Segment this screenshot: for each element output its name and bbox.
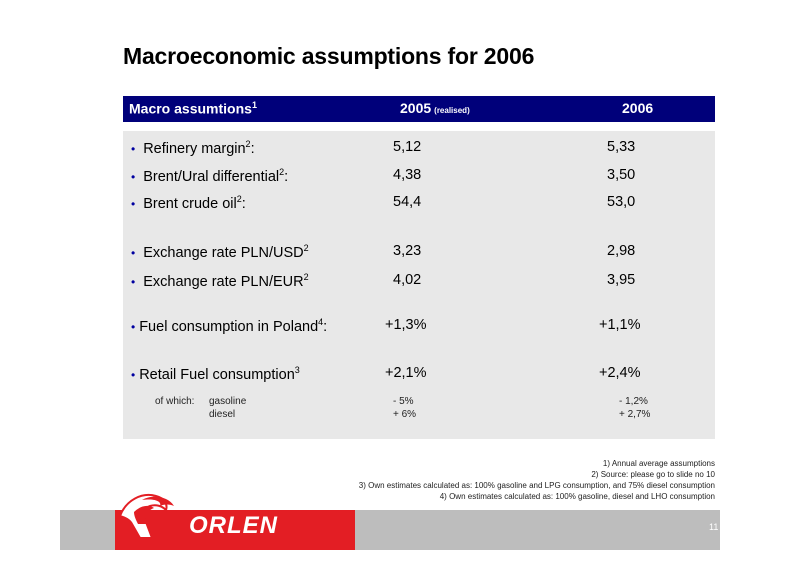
row-label-text: Brent crude oil <box>143 195 237 212</box>
row-label-suffix: : <box>250 140 255 157</box>
bullet-icon: • <box>131 367 136 382</box>
header-label-text: Macro assumtions <box>129 100 252 117</box>
row-label: • Brent/Ural differential2: <box>131 167 288 185</box>
header-label: Macro assumtions1 <box>129 100 257 117</box>
value-2006: 5,33 <box>607 139 636 155</box>
bullet-icon: • <box>131 169 136 184</box>
row-label: • Exchange rate PLN/EUR2 <box>131 272 309 290</box>
row-label-sup: 4 <box>318 317 324 327</box>
header-col-2006: 2006 <box>622 100 654 116</box>
value-2006: +2,4% <box>599 365 641 381</box>
footnote: 4) Own estimates calculated as: 100% gas… <box>439 492 715 501</box>
row-label-sup: 2 <box>303 243 309 253</box>
row-label: • Refinery margin2: <box>131 139 255 157</box>
footnote: 3) Own estimates calculated as: 100% gas… <box>358 481 715 490</box>
sub-row-label: gasoline <box>209 396 247 407</box>
bullet-icon: • <box>131 274 136 289</box>
row-label-sup: 2 <box>279 167 285 177</box>
sub-value-2005: + 6% <box>393 409 417 420</box>
row-label-suffix: : <box>284 168 289 185</box>
footnote: 2) Source: please go to slide no 10 <box>591 470 715 479</box>
brand-wordmark: ORLEN <box>189 512 278 539</box>
page-number: 11 <box>709 522 719 532</box>
value-2005: +2,1% <box>385 365 427 381</box>
header-col-2005: 2005 (realised) <box>400 100 470 116</box>
row-label-text: Retail Fuel consumption <box>139 366 295 383</box>
row-label: • Exchange rate PLN/USD2 <box>131 243 309 261</box>
row-label-text: Exchange rate PLN/EUR <box>143 273 304 290</box>
value-2006: +1,1% <box>599 317 641 333</box>
row-label-sup: 3 <box>294 365 300 375</box>
sub-value-2005: - 5% <box>393 396 414 407</box>
row-label-sup: 2 <box>236 194 242 204</box>
header-2005-note: (realised) <box>434 106 470 115</box>
value-2005: +1,3% <box>385 317 427 333</box>
sub-row-label: diesel <box>209 409 236 420</box>
row-label-text: Refinery margin <box>143 140 246 157</box>
bullet-icon: • <box>131 245 136 260</box>
row-label: • Brent crude oil2: <box>131 194 246 212</box>
row-label: • Retail Fuel consumption3 <box>131 365 300 383</box>
value-2006: 3,50 <box>607 167 636 183</box>
bullet-icon: • <box>131 141 136 156</box>
row-label-text: Fuel consumption in Poland <box>139 318 319 335</box>
row-label-sup: 2 <box>303 272 309 282</box>
sub-value-2006: - 1,2% <box>619 396 648 407</box>
value-2006: 53,0 <box>607 194 636 210</box>
value-2006: 3,95 <box>607 272 636 288</box>
row-label-suffix: : <box>241 195 246 212</box>
footnotes: 1) Annual average assumptions 2) Source:… <box>359 458 715 502</box>
value-2005: 4,38 <box>393 167 422 183</box>
bullet-icon: • <box>131 319 136 334</box>
value-2005: 54,4 <box>393 194 422 210</box>
assumptions-panel: • Refinery margin2: 5,12 5,33 • Brent/Ural… <box>123 131 715 439</box>
value-2005: 4,02 <box>393 272 422 288</box>
value-2005: 3,23 <box>393 243 422 259</box>
row-label-sup: 2 <box>245 139 251 149</box>
row-label-text: Brent/Ural differential <box>143 168 280 185</box>
value-2005: 5,12 <box>393 139 422 155</box>
sub-value-2006: + 2,7% <box>619 409 651 420</box>
value-2006: 2,98 <box>607 243 636 259</box>
footnote: 1) Annual average assumptions <box>602 459 715 468</box>
header-2005-text: 2005 <box>400 100 432 116</box>
row-label-suffix: : <box>323 318 328 335</box>
header-label-sup: 1 <box>251 100 257 110</box>
footer-brand-band <box>115 510 355 550</box>
table-header: Macro assumtions1 2005 (realised) 2006 <box>123 96 715 122</box>
orlen-eagle-logo-icon <box>118 494 174 539</box>
row-label: • Fuel consumption in Poland4: <box>131 317 327 335</box>
of-which-label: of which: <box>155 396 195 407</box>
page-title: Macroeconomic assumptions for 2006 <box>123 43 535 69</box>
bullet-icon: • <box>131 196 136 211</box>
row-label-text: Exchange rate PLN/USD <box>143 244 304 261</box>
